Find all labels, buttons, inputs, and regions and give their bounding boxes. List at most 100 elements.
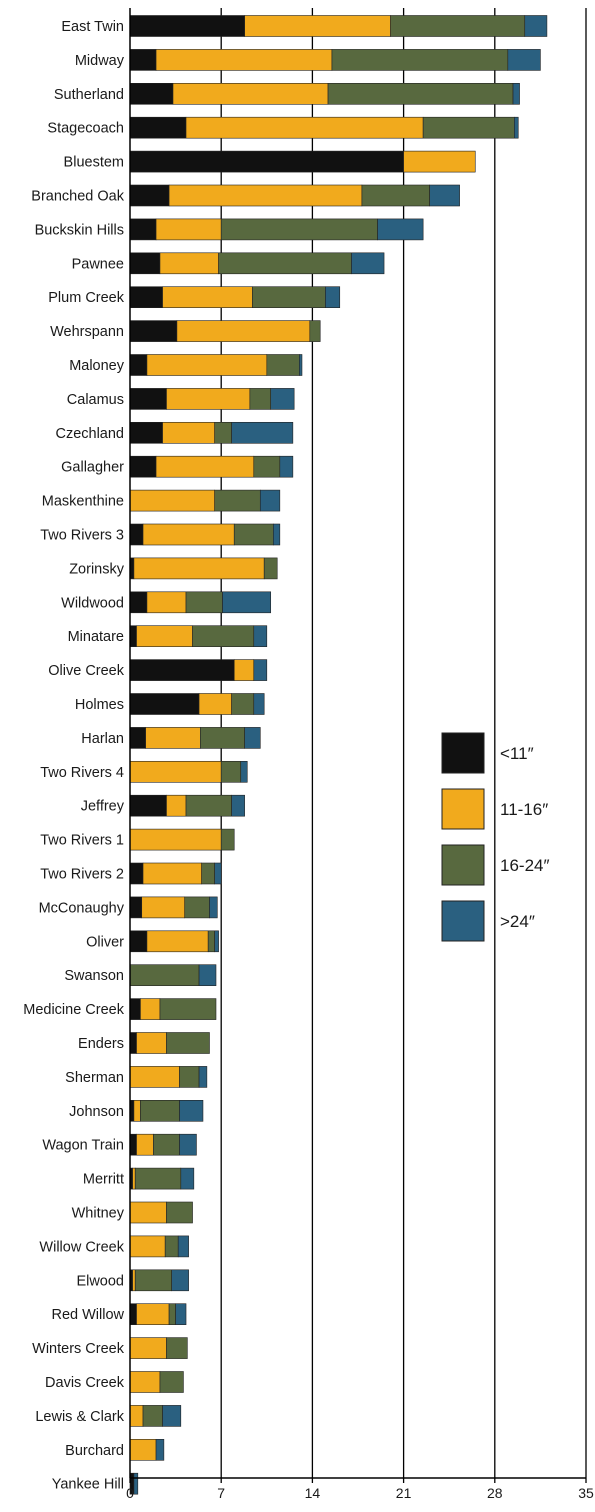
bar-segment (129, 150, 404, 173)
bar-segment (218, 252, 352, 275)
bar-segment (129, 794, 167, 817)
bar-row (129, 523, 281, 546)
x-tick-label: 21 (396, 1485, 412, 1501)
bar-segment (214, 421, 232, 444)
bar-segment (233, 659, 255, 681)
bar-segment (136, 1303, 170, 1325)
bar-segment (177, 1235, 189, 1258)
category-label: Holmes (75, 697, 124, 713)
bar-segment (231, 794, 245, 817)
bar-segment (361, 184, 430, 207)
bar-segment (166, 1032, 210, 1054)
category-label: Calamus (67, 392, 124, 408)
category-labels: East Twin Midway Sutherland Stagecoach Blues… (23, 19, 124, 1493)
legend-label: 16-24″ (500, 856, 550, 875)
bar-segment (129, 184, 170, 207)
bar-segment (249, 388, 272, 410)
bar-row (129, 150, 476, 173)
bar-row (129, 286, 341, 309)
category-label: Sherman (65, 1070, 124, 1086)
bar-segment (129, 1235, 166, 1258)
bar-segment (222, 591, 272, 614)
bar-segment (129, 116, 187, 139)
category-label: Two Rivers 2 (40, 867, 124, 883)
bar-segment (172, 83, 329, 105)
bar-segment (129, 421, 163, 444)
bar-segment (270, 388, 295, 410)
bar-segment (129, 1066, 180, 1088)
bar-segment (159, 1371, 184, 1393)
category-label: Stagecoach (47, 121, 124, 137)
bar-segment (155, 455, 255, 478)
bar-segment (129, 1032, 137, 1054)
bar-segment (129, 1439, 157, 1461)
category-label: Lewis & Clark (35, 1409, 124, 1425)
bar-segment (231, 421, 294, 444)
legend-item: <11″ (441, 732, 534, 774)
bar-segment (129, 523, 144, 546)
bar-segment (129, 455, 157, 478)
legend: <11″ 11-16″ 16-24″ >24″ (441, 732, 550, 942)
bar-segment (129, 760, 222, 783)
bar-segment (129, 1201, 167, 1224)
bar-segment (179, 1066, 200, 1088)
bar-row (129, 1337, 188, 1359)
bar-segment (244, 15, 391, 37)
bar-segment (129, 1405, 144, 1427)
bar-segment (273, 523, 281, 546)
bar-segment (220, 828, 235, 851)
bar-segment (129, 252, 161, 275)
category-label: Red Willow (51, 1307, 124, 1323)
category-label: Maskenthine (42, 494, 124, 510)
bar-row (129, 625, 268, 648)
bar-segment (133, 1100, 141, 1122)
bar-row (129, 252, 385, 275)
category-label: Medicine Creek (23, 1002, 124, 1018)
bar-segment (185, 591, 223, 614)
bar-segment (166, 1201, 193, 1224)
legend-swatch (441, 900, 485, 942)
category-label: Oliver (86, 934, 124, 950)
category-label: Minatare (68, 629, 124, 645)
bar-segment (129, 998, 141, 1020)
bar-row (129, 1371, 184, 1393)
bar-row (129, 1269, 189, 1292)
bar-segment (266, 354, 300, 376)
bar-segment (162, 421, 215, 444)
bar-row (129, 15, 548, 37)
bar-segment (133, 557, 265, 580)
bar-segment (325, 286, 341, 309)
bar-segment (162, 1405, 182, 1427)
bar-segment (146, 591, 187, 614)
category-label: Willow Creek (39, 1239, 124, 1255)
bar-row (129, 1439, 165, 1461)
category-label: Jeffrey (81, 799, 125, 815)
bar-segment (231, 693, 255, 715)
bar-segment (176, 320, 311, 342)
bar-segment (162, 286, 253, 309)
bar-segment (514, 116, 519, 139)
bar-segment (240, 760, 248, 783)
bar-segment (153, 1133, 180, 1156)
bar-row (129, 1167, 195, 1190)
category-label: Zorinsky (69, 561, 125, 577)
bar-segment (512, 83, 520, 105)
bar-segment (279, 455, 294, 478)
bar-segment (129, 727, 146, 749)
category-label: Sutherland (54, 87, 124, 103)
bar-segment (198, 964, 217, 987)
bar-row (129, 83, 520, 105)
bar-segment (136, 1133, 154, 1156)
bar-row (129, 727, 261, 749)
bar-segment (214, 489, 261, 512)
legend-label: >24″ (500, 912, 535, 931)
x-tick-label: 14 (305, 1485, 321, 1501)
legend-item: 16-24″ (441, 844, 550, 886)
bar-segment (184, 896, 210, 919)
x-tick-label: 0 (126, 1485, 134, 1501)
bar-segment (166, 1337, 188, 1359)
bar-row (129, 693, 265, 715)
bar-row (129, 964, 217, 987)
bar-segment (140, 998, 161, 1020)
